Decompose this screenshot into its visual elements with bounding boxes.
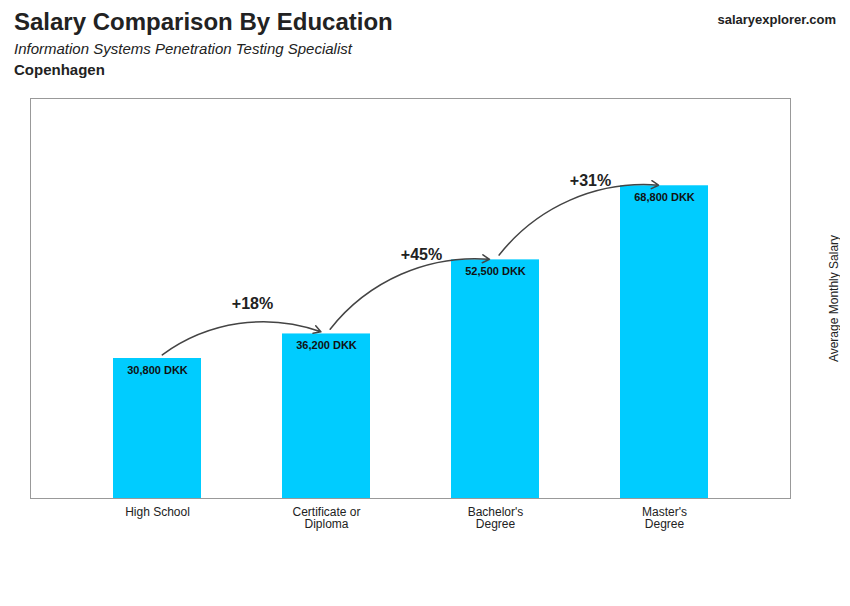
svg-text:30,800 DKK: 30,800 DKK [127, 364, 188, 376]
svg-text:Certificate orDiploma: Certificate orDiploma [292, 505, 360, 531]
html-text:Information Systems Penetratio: Information Systems Penetration Testing … [14, 40, 352, 57]
svg-text:Average Monthly Salary: Average Monthly Salary [827, 235, 841, 362]
svg-text:Master'sDegree: Master'sDegree [642, 505, 687, 531]
svg-text:36,200 DKK: 36,200 DKK [296, 339, 357, 351]
svg-text:68,800 DKK: 68,800 DKK [634, 191, 695, 203]
svg-text:+31%: +31% [570, 172, 611, 189]
svg-text:High School: High School [125, 505, 190, 519]
svg-text:52,500 DKK: 52,500 DKK [465, 265, 526, 277]
html-text:Salary Comparison By Education: Salary Comparison By Education [14, 8, 393, 35]
html-text:salaryexplorer.com: salaryexplorer.com [717, 12, 836, 27]
svg-text:+45%: +45% [401, 246, 442, 263]
svg-text:+18%: +18% [232, 295, 273, 312]
svg-text:Bachelor'sDegree: Bachelor'sDegree [468, 505, 524, 531]
html-text:Copenhagen: Copenhagen [14, 61, 105, 78]
